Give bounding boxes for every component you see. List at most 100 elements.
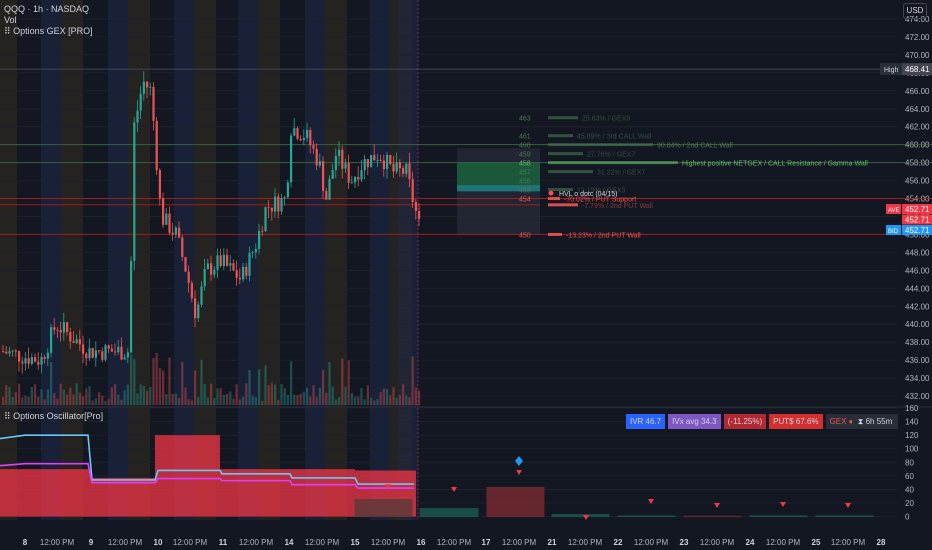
ivr-badge: IVR 46.7 (626, 414, 666, 429)
oscillator-forecast-box (815, 515, 874, 518)
gex-level-label: Highest positive NETGEX / CALL Resistanc… (682, 161, 868, 168)
y-tick-label: 448.00 (905, 248, 930, 257)
price-marker-label: BID (888, 229, 899, 235)
volume-bar (405, 395, 408, 405)
volume-bar (350, 392, 353, 405)
candle-body (27, 358, 30, 364)
volume-bar (46, 389, 49, 405)
volume-bar (43, 399, 46, 405)
candle-body (357, 176, 360, 180)
x-tick-label: 12:00 PM (108, 538, 143, 547)
volume-bar (40, 389, 43, 405)
symbol-title: QQQ · 1h · NASDAQ (4, 4, 90, 14)
gex-level-label: -7.79% / 2nd PUT Wall (582, 203, 653, 210)
premarket-band (325, 0, 347, 520)
candle-body (408, 163, 411, 180)
x-tick-label: 12:00 PM (173, 538, 208, 547)
volume-bar (258, 369, 261, 405)
x-tick-label: 12:00 PM (502, 538, 537, 547)
premarket-band (61, 0, 83, 520)
y-tick-label: 444.00 (905, 284, 930, 293)
oscillator-indicator-label[interactable]: ⠿ Options Oscillator[Pro] (4, 411, 104, 421)
candle-body (360, 170, 363, 180)
x-tick-label: 11 (219, 538, 228, 547)
volume-bar (222, 394, 225, 405)
gex-bar (548, 143, 653, 147)
oscillator-forecast-box (354, 499, 413, 518)
oscillator-forecast-box (551, 514, 610, 518)
osc-y-tick-label: 40 (905, 485, 914, 494)
x-tick-label: 25 (812, 538, 821, 547)
hvl-label: HVL o dotc (04/15) (559, 191, 618, 198)
candle-body (171, 232, 174, 235)
x-tick-label: 12:00 PM (437, 538, 472, 547)
gex-indicator-label[interactable]: ⠿ Options GEX [PRO] (4, 26, 93, 36)
candle-body (312, 145, 315, 149)
candle-body (229, 263, 232, 266)
volume-bar (334, 399, 337, 405)
volume-bar (418, 390, 421, 405)
candle-body (290, 135, 293, 183)
candle-body (152, 86, 155, 121)
candle-body (21, 361, 24, 364)
volume-bar (168, 357, 171, 405)
price-marker-tag (886, 225, 901, 235)
x-tick-label: 12:00 PM (371, 538, 406, 547)
x-tick-label: 16 (417, 538, 426, 547)
candle-body (392, 163, 395, 172)
candle-body (30, 357, 33, 364)
x-tick-label: 17 (482, 538, 491, 547)
gex-strike-label: 459 (519, 152, 531, 159)
volume-bar (309, 396, 312, 405)
volume-bar (229, 391, 232, 405)
volume-bar (398, 394, 401, 405)
hvl-dot (548, 190, 554, 196)
candle-body (370, 155, 373, 168)
volume-bar (245, 383, 248, 405)
volume-bar (158, 367, 161, 405)
down-arrow-marker (714, 503, 720, 508)
volume-bar (376, 398, 379, 405)
candle-body (238, 277, 241, 280)
volume-bar (139, 384, 142, 405)
gex-strike-label: 456 (519, 179, 531, 186)
volume-bar (312, 385, 315, 405)
osc-y-tick-label: 0 (905, 513, 910, 522)
diamond-marker (515, 456, 523, 466)
x-tick-label: 12:00 PM (634, 538, 669, 547)
y-tick-label: 470.00 (905, 51, 930, 60)
volume-bar (302, 391, 305, 405)
volume-bar (82, 396, 85, 405)
candle-body (322, 161, 325, 191)
volume-bar (354, 396, 357, 405)
volume-bar (267, 385, 270, 405)
volume-bar (21, 397, 24, 405)
candle-body (133, 122, 136, 261)
volume-bar (155, 353, 158, 405)
candle-body (72, 341, 75, 344)
candle-body (379, 159, 382, 161)
candle-body (165, 213, 168, 225)
x-tick-label: 12:00 PM (40, 538, 75, 547)
gex-level-label: 12.19% / GEX3 (577, 188, 625, 195)
osc-y-tick-label: 60 (905, 472, 914, 481)
down-arrow-marker (845, 503, 851, 508)
gex-bar (548, 161, 678, 165)
candle-body (206, 263, 209, 269)
y-tick-label: 442.00 (905, 302, 930, 311)
x-tick-label: 24 (746, 538, 755, 547)
volume-bar (88, 386, 91, 405)
volume-bar (366, 385, 369, 405)
x-tick-label: 21 (548, 538, 557, 547)
candle-body (14, 350, 17, 352)
volume-bar (190, 400, 193, 405)
currency-button[interactable]: USD (903, 3, 927, 19)
candle-body (34, 357, 37, 362)
gex-strike-label: 463 (519, 116, 531, 123)
volume-bar (357, 396, 360, 405)
candle-body (94, 350, 97, 358)
volume-bar (382, 388, 385, 405)
candle-body (82, 344, 85, 354)
volume-bar (101, 395, 104, 405)
